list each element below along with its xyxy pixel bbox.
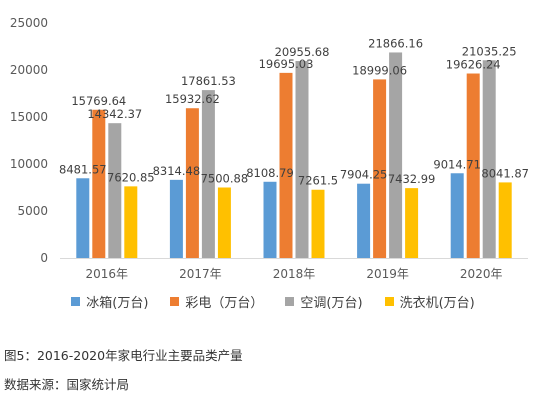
- data-label: 21035.25: [462, 44, 517, 58]
- data-label: 8108.79: [246, 166, 294, 180]
- bar: [201, 90, 215, 258]
- bar: [357, 183, 371, 258]
- y-tick-label: 10000: [10, 157, 48, 171]
- bar: [169, 179, 183, 258]
- bar: [108, 123, 122, 258]
- bar: [450, 173, 464, 258]
- legend-item-fridge: 冰箱(万台): [71, 292, 148, 311]
- data-label: 7904.25: [340, 168, 388, 182]
- data-label: 8041.87: [481, 166, 529, 180]
- bar: [389, 52, 403, 258]
- x-tick-label: 2017年: [179, 267, 222, 281]
- x-tick-label: 2020年: [460, 267, 503, 281]
- bar: [263, 181, 277, 258]
- data-label: 19626.24: [446, 58, 501, 72]
- bar: [76, 178, 90, 258]
- data-label: 14342.37: [87, 107, 142, 121]
- x-tick-label: 2018年: [273, 267, 316, 281]
- bar: [295, 61, 309, 259]
- data-label: 7500.88: [201, 171, 249, 185]
- legend-item-washer: 洗衣机(万台): [384, 292, 475, 311]
- bar: [185, 108, 199, 259]
- y-tick-label: 15000: [10, 110, 48, 124]
- y-tick-label: 20000: [10, 63, 48, 77]
- data-label: 18999.06: [352, 63, 407, 77]
- y-tick-label: 0: [40, 251, 48, 265]
- data-label: 8314.48: [153, 164, 201, 178]
- legend-swatch-ac: [285, 296, 295, 306]
- legend-item-tv: 彩电（万台）: [170, 292, 263, 311]
- legend: 冰箱(万台) 彩电（万台） 空调(万台) 洗衣机(万台): [0, 291, 546, 311]
- y-tick-label: 5000: [17, 204, 48, 218]
- data-label: 15932.62: [165, 92, 220, 106]
- bar: [498, 182, 512, 258]
- bar: [279, 72, 293, 258]
- bar: [482, 60, 496, 259]
- data-label: 21866.16: [368, 36, 423, 50]
- legend-swatch-washer: [384, 296, 394, 306]
- data-label: 9014.71: [433, 157, 481, 171]
- x-tick-label: 2016年: [86, 267, 129, 281]
- bar: [217, 187, 231, 258]
- source-caption: 数据来源：国家统计局: [4, 377, 130, 392]
- legend-swatch-tv: [170, 296, 180, 306]
- legend-label-ac: 空调(万台): [300, 295, 363, 311]
- figure-caption: 图5：2016-2020年家电行业主要品类产量: [4, 348, 243, 363]
- data-label: 7620.85: [107, 170, 155, 184]
- data-label: 19695.03: [259, 57, 314, 71]
- y-tick-label: 25000: [10, 16, 48, 30]
- bar: [124, 186, 138, 258]
- data-label: 17861.53: [181, 74, 236, 88]
- legend-label-tv: 彩电（万台）: [185, 295, 264, 311]
- data-label: 7261.5: [298, 174, 338, 188]
- data-label: 20955.68: [275, 45, 330, 59]
- bar: [311, 189, 325, 258]
- legend-label-washer: 洗衣机(万台): [399, 295, 475, 311]
- bar: [405, 188, 419, 258]
- legend-label-fridge: 冰箱(万台): [86, 295, 149, 311]
- data-label: 15769.64: [71, 94, 126, 108]
- bar-chart: 0 5000 10000 15000 20000 25000 2016年 2017年 2018年…: [10, 16, 529, 281]
- bar: [466, 73, 480, 259]
- data-label: 8481.57: [59, 162, 107, 176]
- x-tick-label: 2019年: [366, 267, 409, 281]
- data-label: 7432.99: [388, 172, 436, 186]
- legend-item-ac: 空调(万台): [285, 292, 363, 311]
- bar: [373, 79, 387, 258]
- bar: [92, 109, 106, 258]
- legend-swatch-fridge: [71, 296, 81, 306]
